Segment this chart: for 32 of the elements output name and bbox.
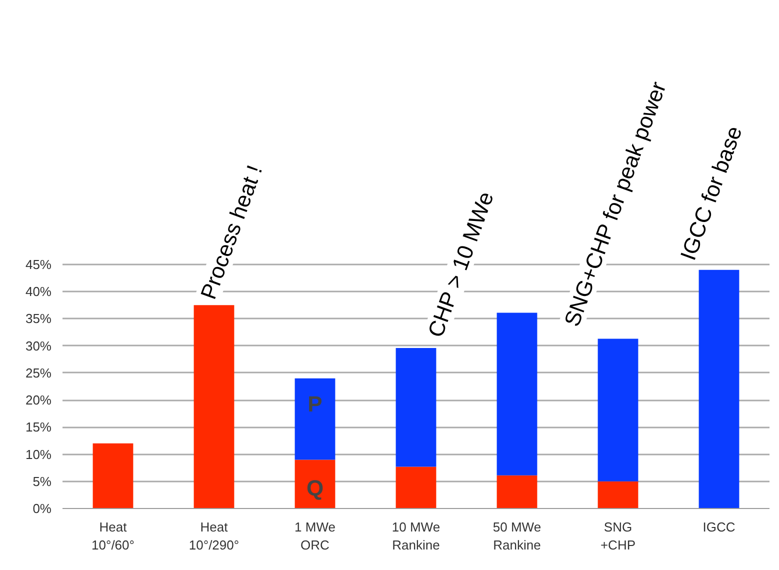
bar xyxy=(396,466,436,508)
x-tick-label: SNG +CHP xyxy=(600,520,636,552)
y-tick-label: 0% xyxy=(32,501,52,516)
bar xyxy=(396,348,436,467)
bar xyxy=(294,378,336,460)
x-tick-label: IGCC xyxy=(702,520,736,534)
bar xyxy=(496,312,538,476)
y-tick-label: 25% xyxy=(25,365,52,380)
bar xyxy=(496,475,538,508)
x-tick-label: 50 MWe Rankine xyxy=(492,520,542,552)
x-tick-label: Heat 10°/60° xyxy=(92,520,134,552)
y-tick-label: 30% xyxy=(25,338,52,354)
x-tick-label: Heat 10°/290° xyxy=(188,520,240,552)
bar xyxy=(698,270,740,508)
y-tick-label: 40% xyxy=(25,284,52,300)
x-tick-label: 10 MWe Rankine xyxy=(392,520,440,552)
annotation: Q xyxy=(306,475,324,500)
y-tick-label: 5% xyxy=(32,474,52,489)
bar xyxy=(598,481,638,508)
bar xyxy=(92,443,134,508)
x-tick-label: 1 MWe ORC xyxy=(294,520,336,552)
y-tick-label: 15% xyxy=(25,420,52,435)
y-tick-label: 35% xyxy=(25,311,52,326)
y-tick-label: 45% xyxy=(25,257,52,272)
y-tick-label: 20% xyxy=(25,392,52,408)
bar xyxy=(598,338,638,482)
bar xyxy=(294,460,336,508)
y-tick-label: 10% xyxy=(25,446,52,462)
annotation: P xyxy=(308,391,322,416)
annotation: CHP > 10 MWe xyxy=(422,188,499,340)
bar xyxy=(194,305,234,508)
text: IGCC for base xyxy=(675,122,747,264)
